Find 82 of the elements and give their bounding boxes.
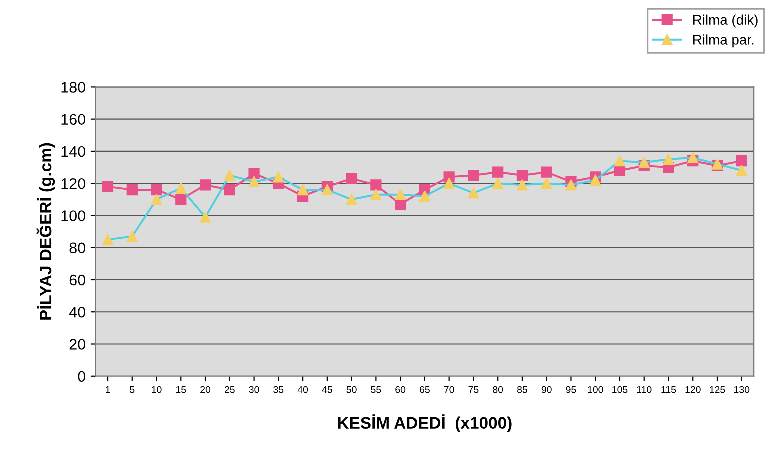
point: [273, 172, 284, 183]
x-tick-label: 45: [322, 386, 332, 394]
point: [126, 184, 138, 196]
y-tick-label: 60: [70, 274, 86, 286]
x-tick-label: 20: [200, 386, 211, 394]
point: [200, 212, 212, 223]
y-tick-label: 20: [70, 339, 86, 350]
x-tick-label: 1: [106, 386, 110, 394]
x-tick-label: 110: [637, 386, 652, 394]
point: [248, 168, 260, 180]
x-tick-label: 85: [517, 386, 528, 394]
point: [541, 166, 552, 178]
point: [566, 180, 577, 191]
point: [468, 170, 480, 182]
point: [492, 178, 504, 190]
x-tick-label: 25: [224, 386, 235, 394]
x-tick-label: 35: [274, 386, 284, 394]
x-tick-label: 130: [734, 386, 750, 394]
x-tick-label: 80: [493, 386, 504, 394]
y-tick-label: 160: [62, 114, 86, 126]
point: [346, 173, 358, 184]
point: [248, 176, 260, 188]
y-tick-label: 80: [70, 242, 86, 254]
point: [102, 181, 114, 192]
y-tick-label: 100: [62, 210, 86, 222]
point: [638, 157, 650, 168]
x-tick-label: 100: [588, 386, 604, 394]
point: [736, 165, 748, 176]
x-tick-label: 65: [420, 386, 430, 394]
point: [370, 180, 382, 191]
point: [614, 165, 626, 176]
point: [736, 156, 748, 167]
x-tick-label: 30: [249, 386, 260, 394]
point: [151, 194, 162, 206]
point: [590, 174, 602, 186]
point: [200, 180, 212, 191]
point: [468, 188, 480, 199]
legend-label: Rilma (dik): [693, 14, 758, 28]
y-tick-label: 40: [69, 306, 86, 318]
point: [176, 182, 187, 194]
x-tick-label: 70: [444, 386, 454, 394]
y-tick-label: 140: [62, 146, 86, 158]
point: [346, 194, 358, 206]
x-tick-label: 15: [176, 386, 186, 394]
point: [322, 184, 333, 196]
y-tick-label: 0: [78, 371, 86, 382]
point: [688, 152, 699, 164]
x-tick-label: 60: [396, 386, 406, 394]
point: [395, 189, 406, 200]
x-tick-label: 75: [468, 386, 479, 394]
point: [176, 194, 187, 206]
point: [224, 184, 236, 196]
point: [663, 154, 674, 166]
point: [126, 231, 138, 242]
y-axis-title: PİLYAJ DEĞERİ (g.cm): [36, 143, 56, 320]
x-tick-label: 90: [542, 386, 552, 394]
x-tick-label: 115: [662, 386, 676, 394]
point: [370, 189, 382, 200]
x-tick-label: 105: [612, 386, 628, 394]
point: [444, 178, 455, 190]
x-tick-label: 50: [346, 386, 357, 394]
y-tick-label: 180: [62, 82, 86, 93]
point: [297, 184, 309, 196]
point: [614, 156, 626, 167]
x-tick-label: 5: [130, 386, 135, 394]
point: [419, 190, 430, 202]
x-tick-label: 55: [371, 386, 382, 394]
x-axis-title: KESİM ADEDİ (x1000): [338, 414, 512, 432]
point: [151, 184, 162, 196]
y-tick-label: 120: [62, 178, 86, 190]
legend-label: Rilma par.: [693, 34, 754, 48]
x-tick-label: 125: [710, 386, 726, 394]
point: [102, 234, 114, 246]
point: [492, 166, 504, 178]
point: [516, 180, 528, 191]
x-tick-label: 120: [686, 386, 701, 394]
x-tick-label: 10: [152, 386, 162, 394]
point: [224, 170, 236, 182]
point: [516, 170, 528, 182]
point: [541, 178, 552, 190]
x-tick-label: 95: [566, 386, 576, 394]
x-tick-label: 40: [298, 386, 308, 394]
